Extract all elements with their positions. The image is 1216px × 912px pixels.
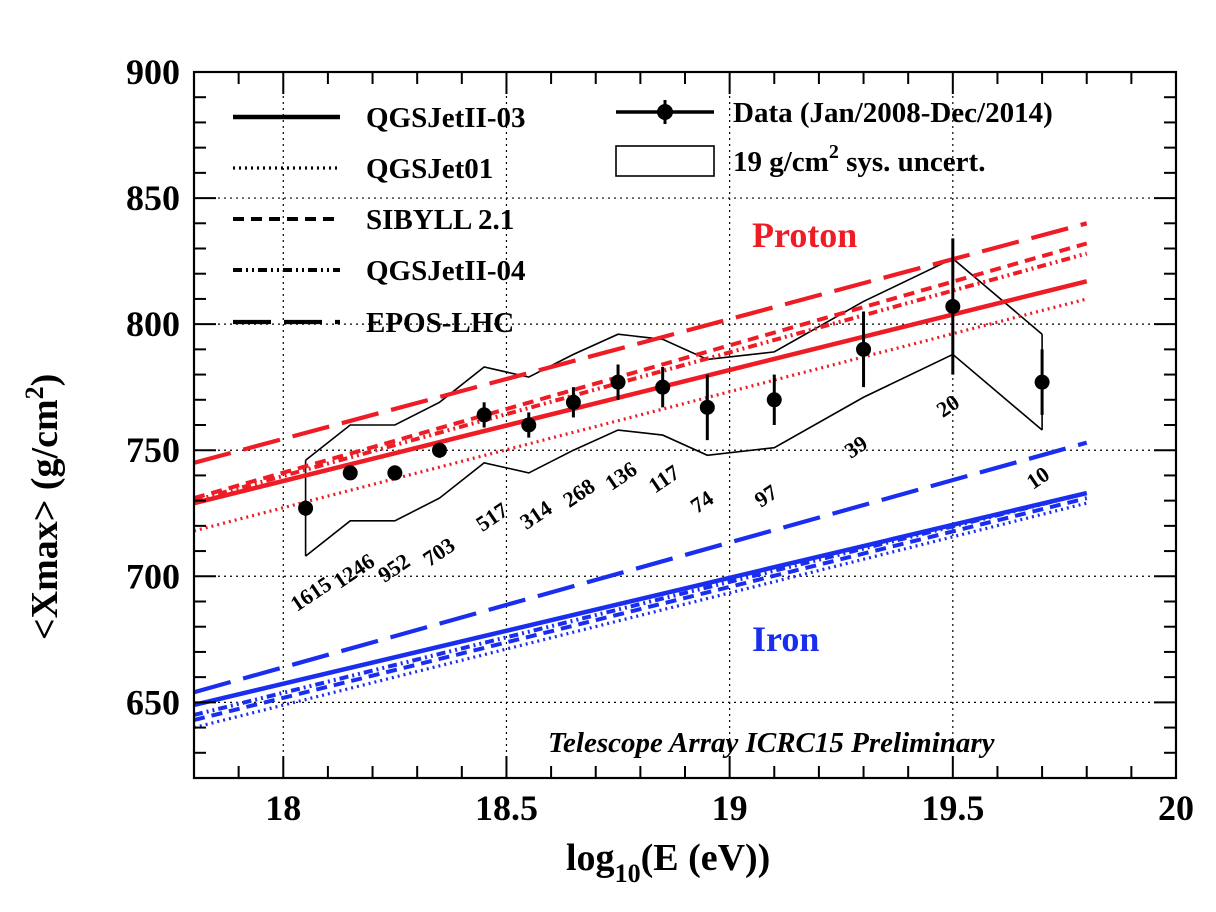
x-tick-label-0: 18 — [265, 788, 301, 828]
y-tick-label-4: 850 — [126, 178, 180, 218]
x-tick-label-1: 18.5 — [475, 788, 538, 828]
legend-label-3: QGSJetII-04 — [366, 255, 526, 287]
data-point-3 — [432, 442, 447, 458]
y-tick-label-3: 800 — [126, 304, 180, 344]
legend-sys-label: 19 g/cm2 sys. uncert. — [733, 141, 985, 178]
event-count-13: 10 — [1022, 461, 1054, 494]
y-axis-label: <Xmax> (g/cm2) — [20, 374, 66, 640]
model-lines — [194, 221, 1088, 730]
data-point-1 — [342, 465, 358, 481]
iron-epos-lhc-line — [194, 440, 1088, 695]
event-count-11: 39 — [840, 430, 872, 463]
proton-label: Proton — [752, 215, 857, 255]
data-point-10 — [766, 392, 782, 408]
data-point-8 — [655, 379, 671, 395]
legend-label-1: QGSJet01 — [366, 153, 493, 185]
event-count-5: 314 — [515, 495, 556, 534]
data-points — [298, 238, 1050, 516]
y-tick-label-5: 900 — [126, 52, 180, 92]
data-point-12 — [945, 298, 961, 314]
event-count-7: 136 — [600, 456, 641, 495]
event-count-10: 97 — [750, 479, 782, 512]
iron-sibyll-2-1-line — [194, 496, 1088, 722]
proton-qgsjet01-line — [194, 297, 1088, 533]
y-tick-label-0: 650 — [126, 682, 180, 722]
legend-label-2: SIBYLL 2.1 — [366, 204, 514, 236]
y-tick-label-1: 700 — [126, 556, 180, 596]
legend-data-label: Data (Jan/2008-Dec/2014) — [733, 97, 1053, 129]
event-count-3: 703 — [418, 532, 459, 571]
iron-label: Iron — [752, 619, 819, 659]
data-point-4 — [476, 407, 492, 423]
iron-qgsjetii-04-line — [194, 491, 1088, 717]
proton-qgsjetii-03-line — [194, 279, 1088, 506]
x-axis-label: log10(E (eV)) — [566, 837, 770, 888]
legend-label-4: EPOS-LHC — [366, 307, 514, 339]
event-count-6: 268 — [558, 473, 599, 512]
legend: QGSJetII-03 QGSJet01 SIBYLL 2.1 QGSJetII-04… — [233, 102, 526, 339]
x-tick-label-2: 19 — [712, 788, 748, 828]
sys-band-lower — [305, 353, 1043, 557]
sys-band-upper — [305, 257, 1043, 461]
preliminary-annotation: Telescope Array ICRC15 Preliminary — [548, 727, 995, 759]
data-point-7 — [610, 374, 626, 390]
data-point-11 — [856, 341, 872, 357]
iron-qgsjetii-03-line — [194, 490, 1088, 708]
axes-ticks: 18 18.5 19 19.5 20 650 700 750 800 850 900 — [126, 52, 1194, 828]
legend-data-marker — [657, 104, 673, 120]
legend-sys-box — [615, 145, 715, 177]
legend-data-entry: Data (Jan/2008-Dec/2014) — [616, 97, 1053, 129]
data-point-6 — [565, 394, 581, 410]
iron-qgsjet01-line — [194, 501, 1088, 730]
x-tick-label-3: 19.5 — [921, 788, 984, 828]
data-point-13 — [1034, 374, 1050, 390]
data-point-9 — [699, 399, 715, 415]
event-count-9: 74 — [686, 485, 718, 518]
y-tick-label-2: 750 — [126, 430, 180, 470]
proton-epos-lhc-line — [194, 221, 1088, 465]
event-count-4: 517 — [471, 497, 512, 536]
event-count-2: 952 — [373, 548, 414, 587]
proton-sibyll-2-1-line — [194, 241, 1088, 501]
systematic-band — [304, 257, 1043, 557]
proton-qgsjetii-04-line — [194, 251, 1088, 503]
legend-sys-entry: 19 g/cm2 sys. uncert. — [615, 141, 985, 178]
event-count-8: 117 — [644, 460, 684, 499]
x-tick-label-4: 20 — [1158, 788, 1194, 828]
data-point-2 — [387, 465, 403, 481]
legend-label-0: QGSJetII-03 — [366, 102, 526, 134]
event-count-0: 1615 — [286, 571, 336, 616]
event-count-12: 20 — [932, 389, 964, 422]
data-point-0 — [298, 500, 314, 516]
data-point-5 — [521, 417, 537, 433]
event-count-1: 1246 — [329, 548, 379, 593]
